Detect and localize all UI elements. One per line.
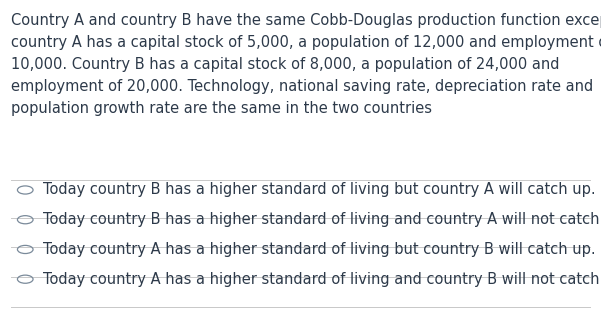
Text: Today country B has a higher standard of living but country A will catch up.: Today country B has a higher standard of… [43, 182, 596, 198]
Text: Today country B has a higher standard of living and country A will not catch up.: Today country B has a higher standard of… [43, 212, 601, 227]
Text: Today country A has a higher standard of living but country B will catch up.: Today country A has a higher standard of… [43, 242, 596, 257]
Text: Today country A has a higher standard of living and country B will not catch up.: Today country A has a higher standard of… [43, 272, 601, 287]
Text: Country A and country B have the same Cobb-Douglas production function except
co: Country A and country B have the same Co… [11, 13, 601, 116]
